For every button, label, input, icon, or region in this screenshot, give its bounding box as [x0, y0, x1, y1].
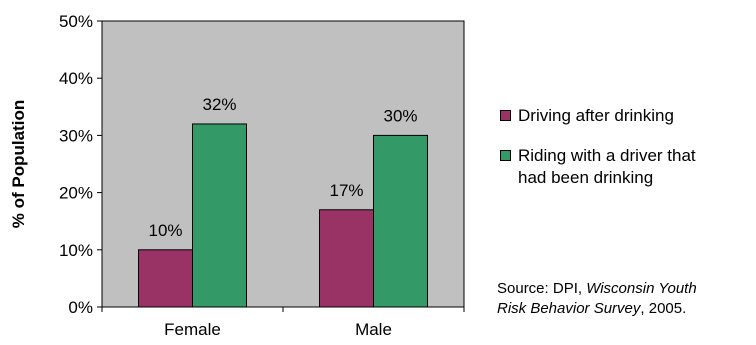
legend-swatch-riding — [500, 150, 511, 161]
data-label: 30% — [383, 106, 417, 125]
y-ticks: 0% 10% 20% 30% 40% 50% — [59, 12, 102, 317]
y-tick-label: 0% — [68, 298, 93, 317]
bar-female-series-1 — [138, 249, 193, 308]
bar-male-series-2 — [373, 134, 428, 308]
legend-label-riding-line1: Riding with a driver that — [518, 146, 696, 165]
y-tick-label: 10% — [59, 241, 93, 260]
legend-label-driving: Driving after drinking — [518, 106, 674, 125]
data-labels: 10% 32% 17% 30% — [148, 95, 417, 240]
y-axis-title: % of Population — [9, 100, 28, 228]
data-label: 10% — [148, 221, 182, 240]
x-tick-label: Female — [164, 320, 221, 339]
data-label: 17% — [329, 181, 363, 200]
x-tick-label: Male — [355, 320, 392, 339]
y-tick-label: 40% — [59, 69, 93, 88]
legend: Driving after drinking Riding with a dri… — [500, 105, 750, 189]
legend-swatch-driving — [500, 110, 511, 121]
x-ticks: Female Male — [101, 307, 465, 339]
y-tick-label: 20% — [59, 184, 93, 203]
legend-item-riding: Riding with a driver that had been drink… — [500, 145, 750, 189]
source-suffix: , 2005. — [640, 300, 687, 317]
source-prefix: Source: DPI, — [497, 280, 587, 297]
bar-male-series-1 — [319, 209, 374, 308]
legend-label-riding-line2: had been drinking — [518, 168, 654, 187]
source-title-line1: Wisconsin Youth — [586, 280, 697, 297]
legend-item-driving: Driving after drinking — [500, 105, 750, 127]
source-title-line2: Risk Behavior Survey — [497, 300, 641, 317]
source-note: Source: DPI, Wisconsin Youth Risk Behavi… — [497, 279, 755, 319]
data-label: 32% — [202, 95, 236, 114]
bar-female-series-2 — [192, 123, 247, 308]
bars-layer — [138, 123, 428, 308]
y-tick-label: 30% — [59, 126, 93, 145]
y-tick-label: 50% — [59, 12, 93, 31]
